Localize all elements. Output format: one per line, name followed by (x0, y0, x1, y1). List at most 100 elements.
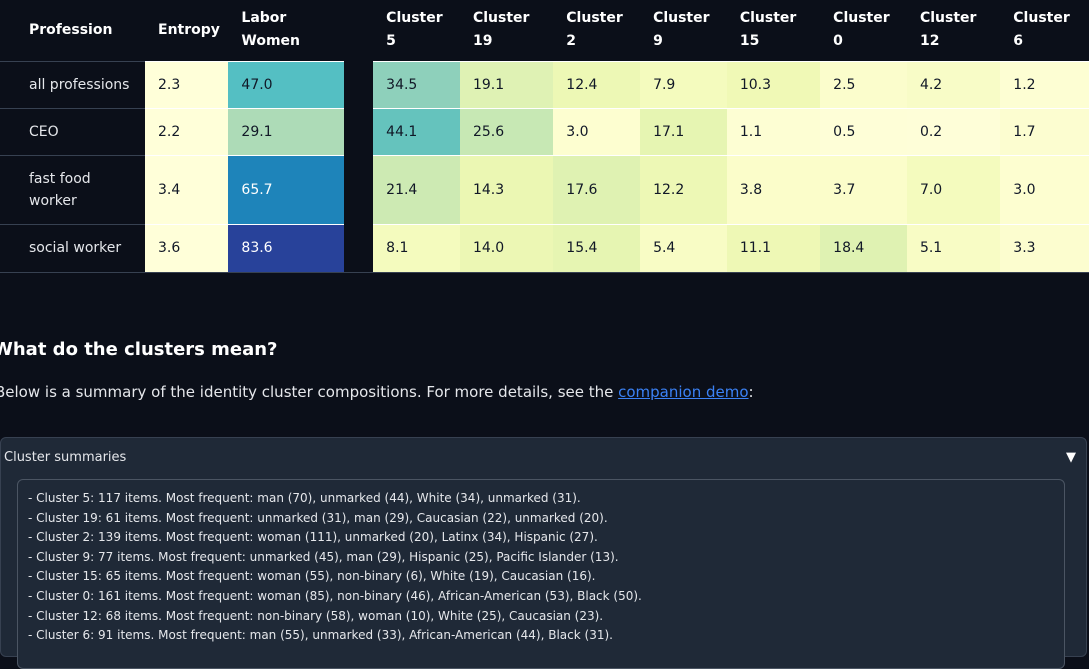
header-labor-line2: Women (241, 33, 301, 50)
profession-cell: fast food worker (0, 154, 146, 224)
cluster-cell: 3.0 (1000, 154, 1089, 224)
accordion-label[interactable]: Cluster summaries (4, 450, 127, 465)
description-colon: : (748, 383, 754, 401)
cluster-cell: 12.2 (640, 154, 727, 224)
header-cluster-5[interactable]: Cluster 5 (373, 0, 460, 61)
cluster-cell: 2.5 (820, 60, 907, 108)
section-description: Below is a summary of the identity clust… (0, 383, 754, 401)
cluster-cell: 10.3 (726, 60, 821, 108)
header-cluster-word: Cluster (739, 10, 797, 27)
cluster-cell: 4.2 (906, 60, 1001, 108)
profession-cell: CEO (0, 107, 146, 155)
cluster-cell: 12.4 (553, 60, 641, 108)
header-cluster-0[interactable]: Cluster 0 (820, 0, 907, 61)
header-profession[interactable]: Profession (0, 0, 146, 61)
table-header-row: Profession Entropy Labor Women Cluster 5 … (0, 0, 1089, 61)
labor-women-cell: 29.1 (228, 107, 345, 155)
summary-line: - Cluster 2: 139 items. Most frequent: w… (28, 530, 598, 545)
cluster-table-container: Profession Entropy Labor Women Cluster 5 … (0, 0, 1089, 274)
header-cluster-word: Cluster (472, 10, 530, 27)
cluster-cell: 15.4 (553, 223, 641, 273)
header-cluster-word: Cluster (833, 10, 890, 27)
profession-cell: all professions (0, 60, 146, 108)
labor-women-cell: 65.7 (228, 154, 345, 224)
section-heading: What do the clusters mean? (0, 339, 278, 360)
cluster-cell: 19.1 (459, 60, 554, 108)
table-row: all professions 2.3 47.0 34.5 19.1 12.4 … (0, 60, 1089, 108)
entropy-cell: 3.4 (145, 154, 229, 224)
cluster-cell: 5.1 (906, 223, 1001, 273)
cluster-cell: 14.0 (459, 223, 554, 273)
header-cluster-word: Cluster (919, 10, 977, 27)
header-entropy-label: Entropy (158, 21, 220, 38)
summary-line: - Cluster 9: 77 items. Most frequent: un… (28, 549, 619, 564)
cluster-cell: 0.2 (906, 107, 1001, 155)
header-cluster-number: 15 (739, 33, 760, 50)
header-gap (344, 0, 374, 61)
header-cluster-number: 9 (653, 33, 663, 50)
collapse-arrow-icon[interactable]: ▼ (1066, 450, 1076, 465)
cluster-cell: 3.3 (1000, 223, 1089, 273)
cluster-cell: 11.1 (726, 223, 821, 273)
cluster-cell: 1.1 (726, 107, 821, 155)
table-row: fast food worker 3.4 65.7 21.4 14.3 17.6… (0, 154, 1089, 224)
header-labor-line1: Labor (241, 10, 287, 27)
header-cluster-9[interactable]: Cluster 9 (640, 0, 727, 61)
column-gap (344, 60, 374, 108)
cluster-cell: 14.3 (459, 154, 554, 224)
header-cluster-number: 2 (566, 33, 577, 50)
header-entropy[interactable]: Entropy (145, 0, 229, 61)
cluster-cell: 34.5 (373, 60, 460, 108)
header-cluster-number: 0 (833, 33, 843, 50)
cluster-cell: 0.5 (820, 107, 907, 155)
header-cluster-6[interactable]: Cluster 6 (1000, 0, 1089, 61)
column-gap (344, 154, 374, 224)
header-cluster-2[interactable]: Cluster 2 (553, 0, 641, 61)
summary-line: - Cluster 0: 161 items. Most frequent: w… (28, 588, 642, 603)
companion-demo-link[interactable]: companion demo (618, 383, 749, 401)
entropy-cell: 2.2 (145, 107, 229, 155)
header-cluster-number: 5 (386, 33, 396, 50)
header-cluster-number: 19 (472, 33, 493, 50)
header-cluster-word: Cluster (566, 10, 623, 27)
cluster-heatmap-table: Profession Entropy Labor Women Cluster 5 … (0, 0, 1089, 273)
cluster-cell: 17.6 (553, 154, 641, 224)
cluster-cell: 5.4 (640, 223, 727, 273)
cluster-cell: 17.1 (640, 107, 727, 155)
header-cluster-12[interactable]: Cluster 12 (906, 0, 1001, 61)
summary-textbox: - Cluster 5: 117 items. Most frequent: m… (17, 479, 1065, 669)
summary-line: - Cluster 6: 91 items. Most frequent: ma… (28, 628, 613, 643)
entropy-cell: 2.3 (145, 60, 229, 108)
column-gap (344, 107, 374, 155)
cluster-cell: 3.0 (553, 107, 641, 155)
cluster-cell: 1.2 (1000, 60, 1089, 108)
header-profession-label: Profession (29, 21, 113, 38)
labor-women-cell: 83.6 (228, 223, 345, 273)
table-row: social worker 3.6 83.6 8.1 14.0 15.4 5.4… (0, 223, 1089, 273)
entropy-cell: 3.6 (145, 223, 229, 273)
cluster-cell: 7.0 (906, 154, 1001, 224)
header-cluster-number: 6 (1013, 33, 1024, 50)
cluster-cell: 3.8 (726, 154, 821, 224)
description-text: Below is a summary of the identity clust… (0, 383, 619, 401)
cluster-cell: 8.1 (373, 223, 460, 273)
header-cluster-number: 12 (919, 33, 940, 50)
summary-line: - Cluster 15: 65 items. Most frequent: w… (28, 569, 596, 584)
cluster-cell: 25.6 (459, 107, 554, 155)
summary-line: - Cluster 12: 68 items. Most frequent: n… (28, 608, 604, 623)
table-row: CEO 2.2 29.1 44.1 25.6 3.0 17.1 1.1 0.5 … (0, 107, 1089, 155)
cluster-cell: 21.4 (373, 154, 460, 224)
profession-cell: social worker (0, 223, 146, 273)
cluster-cell: 1.7 (1000, 107, 1089, 155)
header-cluster-19[interactable]: Cluster 19 (459, 0, 554, 61)
header-cluster-word: Cluster (386, 10, 443, 27)
cluster-cell: 7.9 (640, 60, 727, 108)
header-labor-women[interactable]: Labor Women (228, 0, 345, 61)
cluster-summaries-accordion: Cluster summaries ▼ - Cluster 5: 117 ite… (0, 437, 1087, 669)
column-gap (344, 223, 374, 273)
summary-line: - Cluster 5: 117 items. Most frequent: m… (28, 491, 581, 505)
header-cluster-15[interactable]: Cluster 15 (726, 0, 821, 61)
cluster-cell: 44.1 (373, 107, 460, 155)
cluster-cell: 18.4 (820, 223, 907, 273)
summary-line: - Cluster 19: 61 items. Most frequent: u… (28, 510, 608, 525)
